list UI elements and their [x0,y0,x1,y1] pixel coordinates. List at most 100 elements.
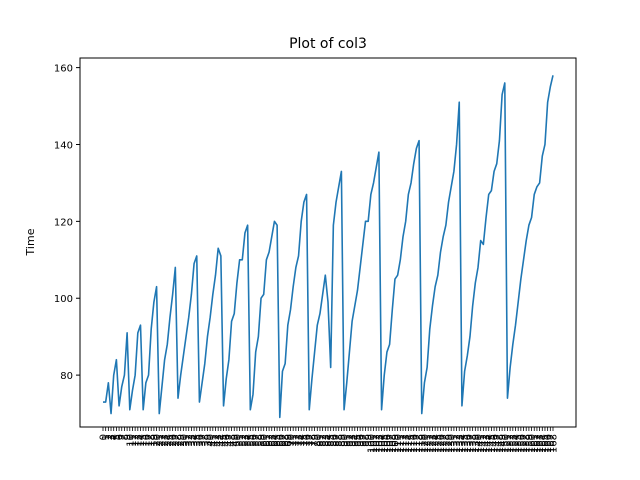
x-tick-label: 11 [128,434,139,447]
x-tick-label: 34 [190,434,201,447]
x-tick-label: 91 [342,434,353,447]
x-tick-label: 52 [238,434,249,447]
x-tick-label: 15 [139,434,150,447]
x-tick-label: 36 [195,434,206,447]
x-tick-label: 51 [235,434,246,447]
x-tick-label: 59 [257,434,268,447]
x-tick-label: 33 [187,434,198,447]
x-tick-label: 41 [208,434,219,447]
x-tick-label: 58 [254,434,265,447]
x-tick-label: 30 [179,434,190,447]
x-tick-label: 19 [149,434,160,447]
y-axis-label: Time [24,228,37,256]
x-tick-label: 127 [439,434,450,453]
x-tick-label: 161 [530,434,541,453]
y-tick-label: 160 [54,64,73,75]
x-tick-label: 166 [543,434,554,453]
x-tick-label: 75 [299,434,310,447]
x-tick-label: 117 [412,434,423,453]
x-tick-label: 65 [273,434,284,447]
x-tick-label: 109 [390,434,401,453]
x-tick-label: 32 [184,434,195,447]
x-axis: 0123456789101112131415161718192021222324… [99,427,560,453]
x-tick-label: 54 [243,434,254,447]
x-tick-label: 134 [457,434,468,453]
x-tick-label: 118 [415,434,426,453]
x-tick-label: 80 [313,434,324,447]
x-tick-label: 138 [468,434,479,453]
x-tick-label: 13 [133,434,144,447]
x-tick-label: 126 [436,434,447,453]
x-tick-label: 95 [353,434,364,447]
x-tick-label: 114 [404,434,415,453]
x-tick-label: 16 [141,434,152,447]
x-tick-label: 165 [540,434,551,453]
x-tick-label: 61 [262,434,273,447]
x-tick-label: 45 [219,434,230,447]
x-tick-label: 140 [474,434,485,453]
x-tick-label: 78 [307,434,318,447]
x-tick-label: 123 [428,434,439,453]
x-tick-label: 9 [123,434,134,440]
x-tick-label: 4 [109,434,120,440]
x-tick-label: 133 [455,434,466,453]
y-tick-label: 120 [54,217,73,228]
x-tick-label: 84 [324,434,335,447]
x-tick-label: 121 [423,434,434,453]
x-tick-label: 25 [165,434,176,447]
x-tick-label: 129 [444,434,455,453]
x-tick-label: 40 [206,434,217,447]
data-series-group [103,75,554,419]
x-tick-label: 42 [211,434,222,447]
x-tick-label: 66 [275,434,286,447]
x-tick-label: 113 [401,434,412,453]
x-tick-label: 167 [546,434,557,453]
x-tick-label: 145 [487,434,498,453]
x-tick-label: 37 [198,434,209,447]
x-tick-label: 24 [163,434,174,447]
y-tick-label: 140 [54,140,73,151]
x-tick-label: 7 [117,434,128,440]
y-axis: 80 100 120 140 160 [54,64,80,382]
x-tick-label: 48 [227,434,238,447]
x-tick-label: 38 [200,434,211,447]
x-tick-label: 60 [259,434,270,447]
x-tick-label: 87 [332,434,343,447]
x-tick-label: 76 [302,434,313,447]
x-tick-label: 73 [294,434,305,447]
x-tick-label: 17 [144,434,155,447]
x-tick-label: 77 [305,434,316,447]
x-tick-label: 128 [441,434,452,453]
x-tick-label: 162 [532,434,543,453]
x-tick-label: 151 [503,434,514,453]
plot-background [80,58,576,427]
series-line [103,75,554,419]
x-tick-label: 89 [337,434,348,447]
x-tick-label: 120 [420,434,431,453]
x-tick-label: 157 [519,434,530,453]
x-tick-label: 100 [366,434,377,453]
x-tick-label: 72 [291,434,302,447]
x-tick-label: 150 [500,434,511,453]
x-tick-label: 102 [372,434,383,453]
x-tick-label: 88 [334,434,345,447]
x-tick-label: 55 [246,434,257,447]
y-tick-label: 80 [60,371,73,382]
x-tick-label: 112 [399,434,410,453]
x-tick-label: 136 [463,434,474,453]
x-tick-label: 148 [495,434,506,453]
x-tick-label: 70 [286,434,297,447]
x-tick-label: 158 [522,434,533,453]
x-tick-label: 85 [326,434,337,447]
x-tick-label: 131 [449,434,460,453]
x-tick-label: 139 [471,434,482,453]
x-tick-label: 8 [120,434,131,440]
x-tick-label: 63 [267,434,278,447]
x-tick-label: 10 [125,434,136,447]
x-tick-label: 143 [482,434,493,453]
y-tick-label: 100 [54,294,73,305]
x-tick-label: 67 [278,434,289,447]
x-tick-label: 103 [374,434,385,453]
x-tick-label: 144 [484,434,495,453]
